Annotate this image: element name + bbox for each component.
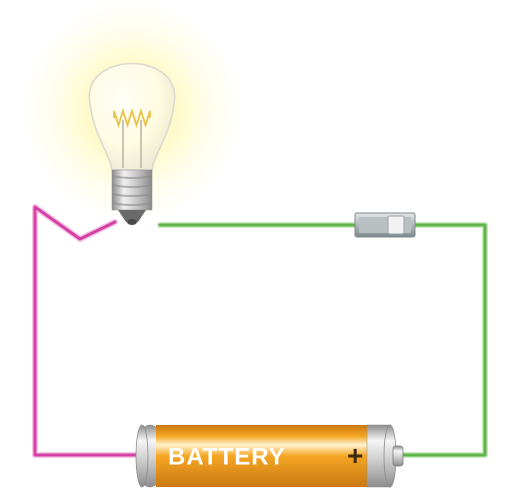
battery-label: BATTERY — [168, 443, 286, 470]
battery: BATTERY + — [136, 425, 403, 487]
circuit-switch[interactable] — [355, 213, 415, 237]
light-bulb — [22, 0, 242, 225]
circuit-wires — [35, 207, 485, 455]
battery-plus-icon: + — [347, 440, 363, 471]
